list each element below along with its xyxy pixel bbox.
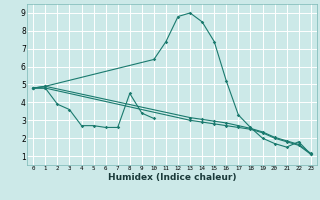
- X-axis label: Humidex (Indice chaleur): Humidex (Indice chaleur): [108, 173, 236, 182]
